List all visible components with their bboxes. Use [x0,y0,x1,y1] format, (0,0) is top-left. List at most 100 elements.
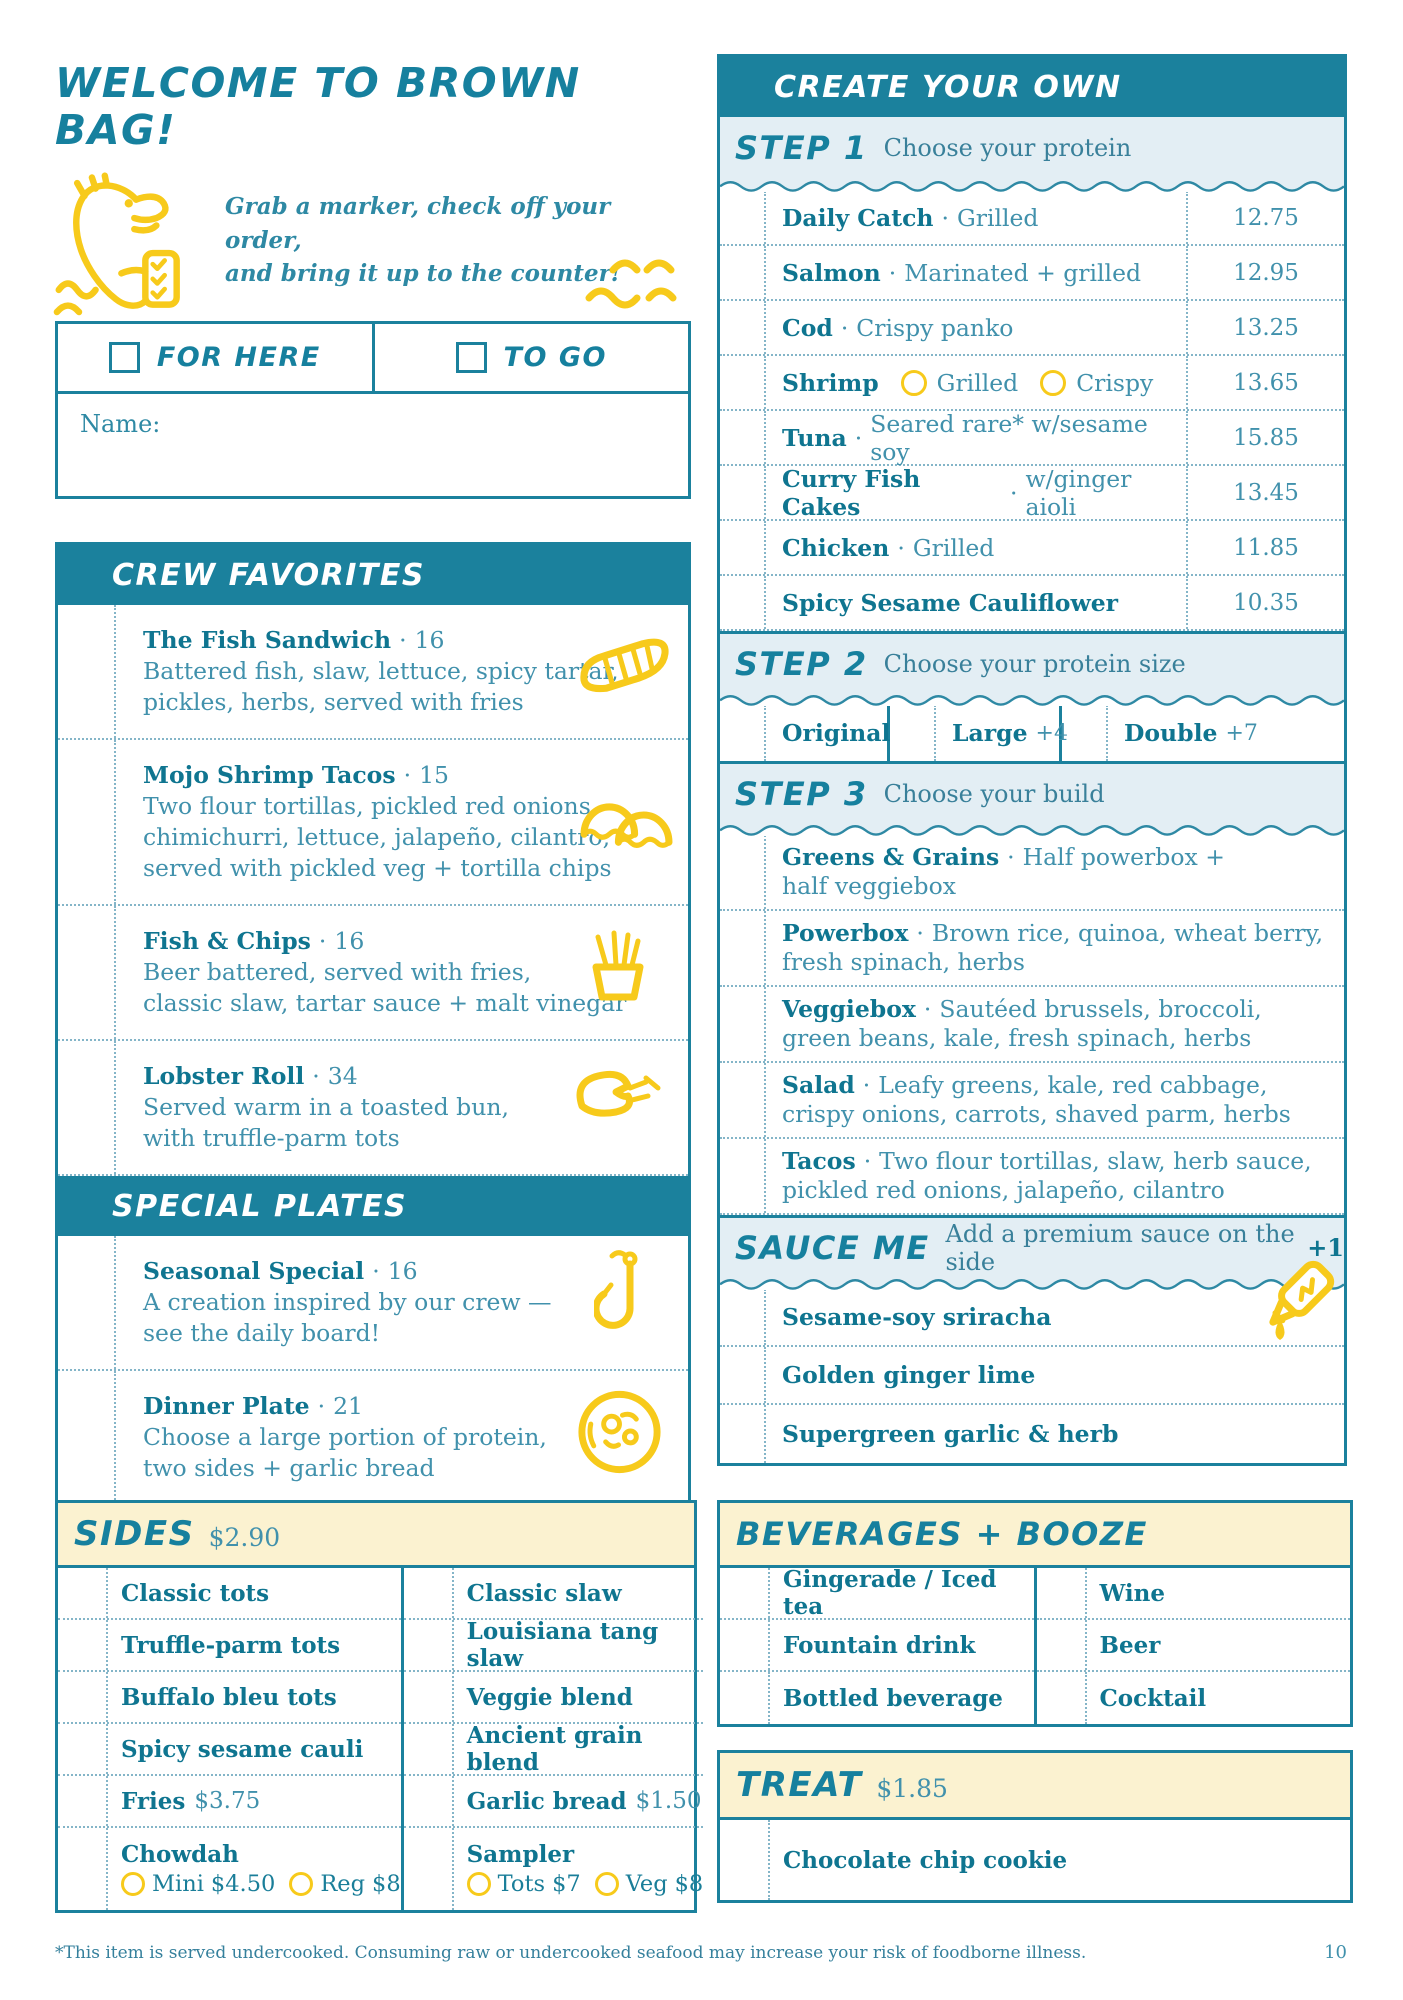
checkbox-cell[interactable] [58,1236,116,1370]
checkbox-cell[interactable] [720,987,766,1061]
name-input[interactable]: Name: [58,394,688,496]
beverage-row: Bottled beverage [720,1672,1034,1724]
sauce-row: Golden ginger lime [720,1347,1344,1405]
checkbox-cell[interactable] [720,246,766,299]
menu-item-row: Mojo Shrimp Tacos · 15 Two flour tortillas… [58,740,688,907]
radio-circle-icon[interactable] [466,1872,491,1896]
checkbox-cell[interactable] [720,911,766,985]
radio-circle-icon[interactable] [1040,369,1067,396]
checkbox-cell[interactable] [720,1820,770,1900]
checkbox-cell[interactable] [720,411,766,464]
checkbox-cell[interactable] [720,466,766,519]
for-here-option[interactable]: FOR HERE [58,324,375,392]
item-description: Served warm in a toasted bun, with truff… [143,1093,509,1153]
checkbox-cell[interactable] [58,1041,116,1175]
side-row: Fries $3.75 [58,1776,401,1828]
sauce-label: Add a premium sauce on the side [945,1219,1295,1276]
checkbox-cell[interactable] [58,1672,108,1722]
checkbox-cell[interactable] [1037,1568,1087,1618]
dinner-plate-icon [578,1391,661,1474]
build-row: Veggiebox · Sautéed brussels, broccoli, gr… [720,987,1344,1063]
checkbox-cell[interactable] [720,356,766,409]
checkbox-cell[interactable] [58,1724,108,1774]
checkbox-cell[interactable] [720,301,766,354]
checkbox-cell[interactable] [58,1371,116,1505]
checkbox-cell[interactable] [720,521,766,574]
dine-option-row: FOR HERE TO GO [58,324,689,395]
item-name: The Fish Sandwich [143,626,392,655]
checkbox-cell[interactable] [1062,705,1108,761]
treat-price: $1.85 [876,1773,948,1803]
checkbox-cell[interactable] [720,1347,766,1403]
order-box: FOR HERE TO GO Name: [55,321,691,500]
side-row: Classic tots [58,1568,401,1620]
side-row: Classic slaw [403,1568,704,1620]
treat-title: TREAT [736,1765,863,1805]
radio-circle-icon[interactable] [900,369,927,396]
sauce-upcharge: +1 [1307,1233,1344,1262]
checkbox-cell[interactable] [720,705,766,761]
step2-band: STEP 2 Choose your protein size [720,631,1344,706]
step3-band: STEP 3 Choose your build [720,761,1344,836]
radio-circle-icon[interactable] [594,1872,619,1896]
checkbox-cell[interactable] [404,1620,454,1670]
checkbox-cell[interactable] [720,835,766,909]
sides-title: SIDES [74,1514,195,1554]
checkbox-cell[interactable] [58,1620,108,1670]
sauce-section: SAUCE ME Add a premium sauce on the side… [720,1215,1344,1463]
checkbox-cell[interactable] [720,1289,766,1345]
checkbox-cell[interactable] [1037,1672,1087,1724]
left-menu-box: CREW FAVORITES The Fish Sandwich · 16 Batt… [55,542,691,1508]
side-row: Truffle-parm tots [58,1620,401,1672]
item-price: 11.85 [1186,521,1344,574]
radio-circle-icon[interactable] [121,1872,145,1896]
checkbox-cell[interactable] [404,1776,454,1826]
checkbox-cell[interactable] [720,1063,766,1137]
checkbox-cell[interactable] [720,1620,770,1670]
fish-mascot-icon [53,172,180,316]
checkbox-cell[interactable] [58,1828,108,1910]
item-name: Mojo Shrimp Tacos [143,761,396,790]
checkbox-cell[interactable] [58,1568,108,1618]
item-price: 16 [387,1257,418,1286]
checkbox-cell[interactable] [890,705,936,761]
checkbox-cell[interactable] [58,740,116,905]
page-number: 10 [1324,1942,1347,1963]
checkbox-cell[interactable] [58,605,116,739]
checkbox-cell[interactable] [58,906,116,1040]
beverages-section: BEVERAGES + BOOZE Gingerade / Iced tea F… [717,1500,1353,1727]
step3-title: STEP 3 [735,774,868,813]
item-price: 15.85 [1186,411,1344,464]
tagline: Grab a marker, check off your order, and… [225,193,621,287]
step3-label: Choose your build [883,779,1105,808]
item-description: Two flour tortillas, pickled red onions,… [143,792,612,883]
checkbox-cell[interactable] [720,191,766,244]
protein-row: Cod · Crispy panko 13.25 [720,301,1344,356]
checkbox-cell[interactable] [404,1568,454,1618]
checkbox-cell[interactable] [1037,1620,1087,1670]
checkbox-cell[interactable] [404,1724,454,1774]
checkbox-cell[interactable] [404,1672,454,1722]
step1-label: Choose your protein [883,134,1132,162]
beverage-row: Gingerade / Iced tea [720,1566,1034,1620]
item-description: Choose a large portion of protein, two s… [143,1423,547,1483]
checkbox-cell[interactable] [720,1405,766,1463]
checkbox-cell[interactable] [720,1139,766,1213]
item-description: Battered fish, slaw, lettuce, spicy tart… [143,657,619,717]
item-price: 13.65 [1186,356,1344,409]
checkbox-cell[interactable] [720,1672,770,1724]
protein-row: Salmon · Marinated + grilled 12.95 [720,246,1344,301]
special-plates-header: SPECIAL PLATES [58,1176,688,1237]
protein-row: Curry Fish Cakes · w/ginger aioli 13.45 [720,465,1344,521]
radio-circle-icon[interactable] [289,1872,314,1896]
checkbox-cell[interactable] [58,1776,108,1826]
checkbox-cell[interactable] [404,1828,454,1910]
to-go-checkbox-icon[interactable] [455,342,487,374]
build-row: Salad · Leafy greens, kale, red cabbage, c… [720,1063,1344,1139]
checkbox-cell[interactable] [720,1568,770,1618]
checkbox-cell[interactable] [720,576,766,629]
for-here-checkbox-icon[interactable] [108,342,140,374]
sauce-title: SAUCE ME [735,1228,930,1267]
name-label: Name: [80,410,161,439]
to-go-option[interactable]: TO GO [375,324,689,391]
